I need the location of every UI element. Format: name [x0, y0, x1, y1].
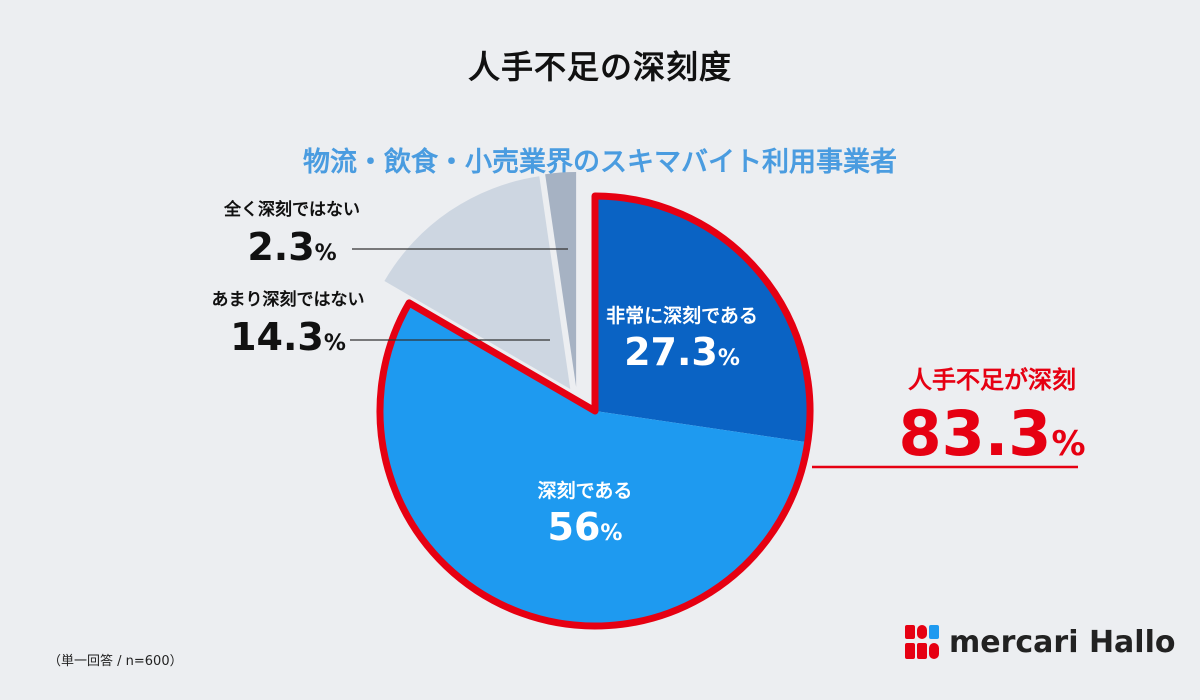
callout-label: 人手不足が深刻 [908, 366, 1076, 394]
pie-slice-not-very-serious [384, 176, 571, 390]
brand-logo-block: mercari Hallo [905, 618, 1175, 666]
pie-labels: 非常に深刻である 27.3% 深刻である 56% 全く深刻ではない 2.3% あまり深刻では… [212, 199, 1086, 549]
chart-subtitle: 物流・飲食・小売業界のスキマバイト利用事業者 [303, 147, 897, 178]
slice-value-not-very-serious: 14.3% [230, 315, 346, 359]
callout-value: 83.3% [898, 397, 1085, 470]
highlight-outline [376, 192, 814, 630]
brand-name: mercari Hallo [949, 624, 1176, 660]
pie-slices [376, 172, 814, 630]
pie-slice-serious [379, 302, 808, 627]
slice-value-very-serious: 27.3% [624, 330, 740, 374]
slice-value-serious: 56% [548, 505, 623, 549]
slice-label-serious: 深刻である [538, 479, 633, 502]
pie-slice-not-at-all-serious [545, 172, 577, 388]
slice-label-not-very-serious: あまり深刻ではない [212, 289, 365, 310]
mercari-hallo-logo-icon [905, 625, 939, 659]
chart-title: 人手不足の深刻度 [467, 48, 732, 86]
pie-slice-very-serious [595, 196, 810, 443]
slice-label-not-at-all-serious: 全く深刻ではない [223, 199, 360, 220]
slice-label-very-serious: 非常に深刻である [606, 304, 758, 327]
footnote: （単一回答 / n=600） [48, 654, 183, 669]
slice-value-not-at-all-serious: 2.3% [247, 225, 336, 269]
